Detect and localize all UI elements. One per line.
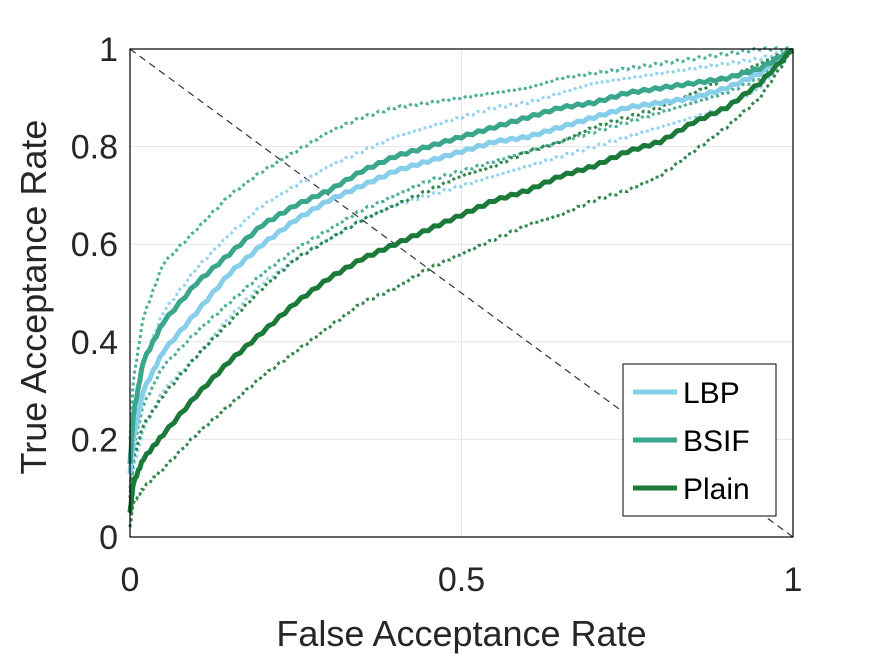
x-axis-label: False Acceptance Rate <box>276 613 646 654</box>
x-tick-label: 1 <box>784 561 803 599</box>
plot-frame <box>129 48 794 538</box>
y-tick-label: 1 <box>99 31 118 69</box>
legend-label-lbp: LBP <box>683 377 740 410</box>
legend-label-bsif: BSIF <box>683 425 750 458</box>
y-tick-label: 0.8 <box>71 129 118 167</box>
y-axis-label: True Acceptance Rate <box>13 120 54 475</box>
x-tick-labels: 0 0.5 1 <box>121 561 803 599</box>
y-tick-label: 0.4 <box>71 324 118 362</box>
bsif-lower-band <box>128 48 794 489</box>
y-tick-label: 0.2 <box>71 421 118 459</box>
x-tick-label: 0.5 <box>438 561 485 599</box>
confidence-bands <box>128 46 795 528</box>
legend-label-plain: Plain <box>683 473 750 506</box>
lbp-upper-band <box>128 47 794 455</box>
bsif-upper-band <box>128 46 794 440</box>
x-tick-label: 0 <box>121 561 140 599</box>
series-lines <box>127 47 795 513</box>
legend: LBP BSIF Plain <box>622 363 777 517</box>
plain-lower-band <box>128 49 795 528</box>
bsif-roc-line <box>127 47 794 464</box>
plain-roc-line <box>127 48 795 513</box>
y-tick-labels: 0 0.2 0.4 0.6 0.8 1 <box>71 31 118 557</box>
lbp-roc-line <box>127 47 794 474</box>
y-tick-label: 0.6 <box>71 226 118 264</box>
y-tick-label: 0 <box>99 519 118 557</box>
plain-upper-band <box>128 48 793 499</box>
